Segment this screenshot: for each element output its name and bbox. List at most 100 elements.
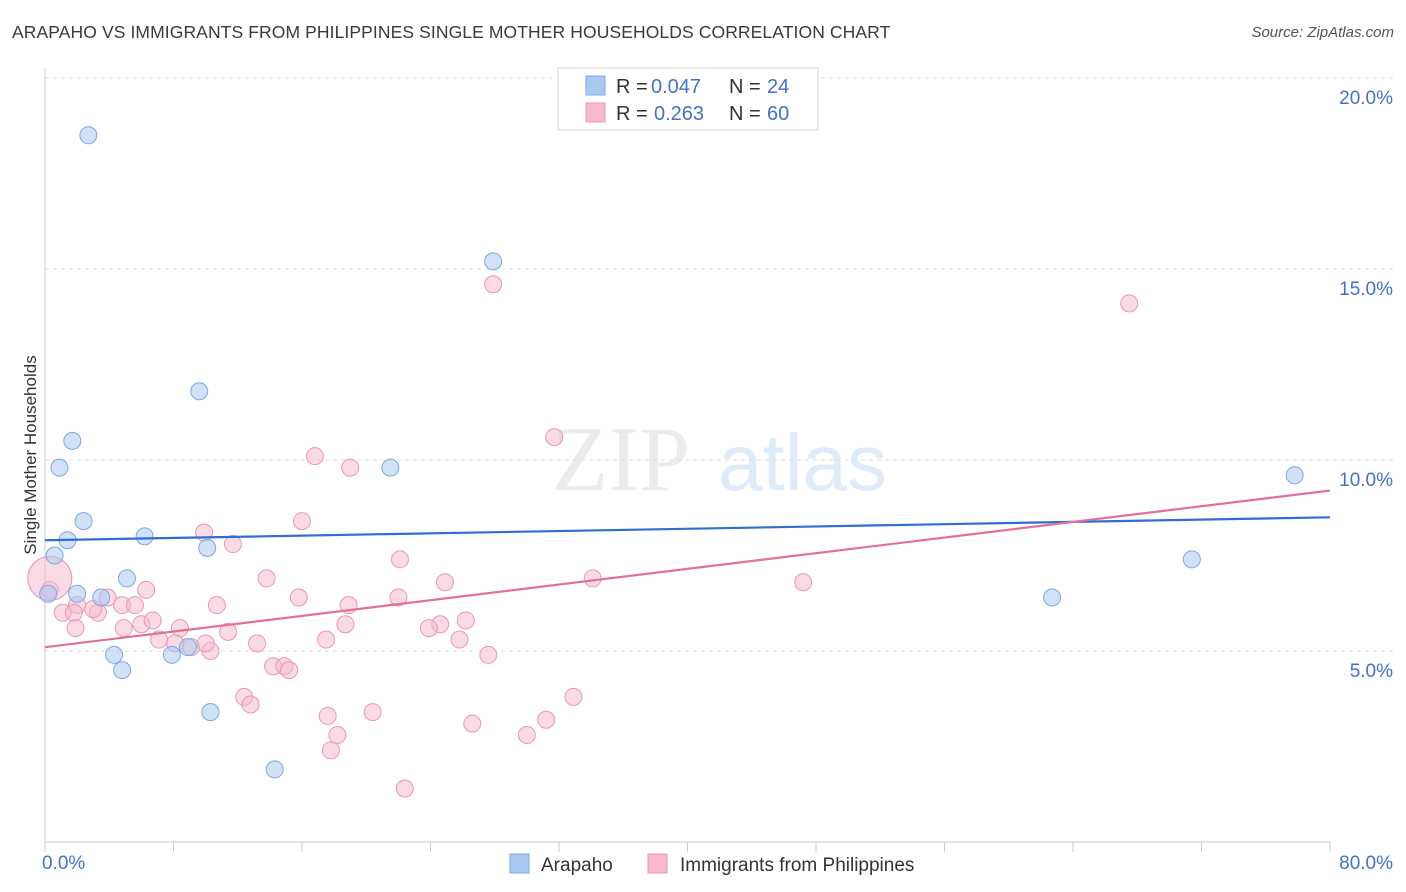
philippines-point (456, 611, 475, 630)
bottom-legend-label-arapaho: Arapaho (541, 855, 613, 876)
philippines-point (289, 588, 308, 607)
arapaho-point (265, 760, 284, 779)
arapaho-point (1285, 466, 1304, 485)
philippines-point (305, 447, 324, 466)
arapaho-point (68, 584, 87, 603)
trend-line-arapaho (44, 516, 1331, 542)
legend-n-value-arapaho: 24 (767, 76, 789, 98)
watermark-atlas: atlas (718, 418, 887, 507)
legend-r-value-arapaho: 0.047 (651, 76, 701, 98)
arapaho-point (63, 431, 82, 450)
arapaho-point (117, 569, 136, 588)
legend-r-label-arapaho: R = (616, 76, 648, 98)
philippines-point (419, 619, 438, 638)
arapaho-point (45, 546, 64, 565)
philippines-point (794, 573, 813, 592)
philippines-point (564, 687, 583, 706)
arapaho-point (135, 527, 154, 546)
philippines-point (143, 611, 162, 630)
philippines-point (241, 695, 260, 714)
philippines-point (390, 550, 409, 569)
legend-r-value-philippines: 0.263 (654, 103, 704, 125)
series-philippines (27, 275, 1139, 798)
bottom-legend-swatch-arapaho (509, 853, 530, 874)
philippines-point (517, 726, 536, 745)
arapaho-point (50, 458, 69, 477)
philippines-point (114, 619, 133, 638)
series-legend: Arapaho Immigrants from Philippines (509, 853, 914, 876)
philippines-point (318, 706, 337, 725)
philippines-point (280, 661, 299, 680)
philippines-point (257, 569, 276, 588)
philippines-point (223, 535, 242, 554)
philippines-point (484, 275, 503, 294)
philippines-point (341, 458, 360, 477)
philippines-point (170, 619, 189, 638)
arapaho-point (1182, 550, 1201, 569)
arapaho-point (79, 126, 98, 145)
legend-n-value-philippines: 60 (767, 103, 789, 125)
philippines-point (219, 622, 238, 641)
philippines-point (545, 428, 564, 447)
arapaho-point (201, 703, 220, 722)
y-axis-label: Single Mother Households (21, 355, 40, 554)
philippines-point (196, 634, 215, 653)
philippines-point (583, 569, 602, 588)
philippines-point (363, 703, 382, 722)
philippines-point (293, 512, 311, 531)
philippines-point (125, 596, 144, 615)
philippines-point (321, 741, 340, 760)
watermark-zip: ZIP (552, 408, 690, 510)
bottom-legend-label-philippines: Immigrants from Philippines (680, 855, 914, 876)
philippines-point (450, 630, 469, 649)
y-tick-label: 15.0% (1339, 279, 1393, 300)
arapaho-point (74, 512, 93, 531)
philippines-point (479, 645, 498, 664)
philippines-point (328, 726, 347, 745)
legend-n-label-arapaho: N = (729, 76, 761, 98)
philippines-point (66, 619, 85, 638)
arapaho-point (381, 458, 400, 477)
arapaho-point (178, 638, 197, 657)
y-tick-labels: 5.0% 10.0% 15.0% 20.0% (1339, 88, 1393, 682)
philippines-point (137, 580, 156, 599)
legend-swatch-philippines (585, 102, 606, 123)
arapaho-point (39, 584, 58, 603)
trend-line-philippines (44, 489, 1331, 649)
legend-n-label-philippines: N = (729, 103, 761, 125)
philippines-point (537, 710, 556, 729)
philippines-point (207, 596, 226, 615)
philippines-point (463, 714, 482, 733)
series-arapaho (39, 126, 1304, 779)
watermark: ZIP atlas (552, 408, 887, 510)
arapaho-point (92, 588, 111, 607)
x-tick-label-max: 80.0% (1339, 853, 1393, 874)
philippines-point (64, 603, 83, 622)
arapaho-point (198, 538, 217, 557)
axes (44, 68, 1331, 852)
y-tick-label: 10.0% (1339, 470, 1393, 491)
bottom-legend-swatch-philippines (647, 853, 668, 874)
y-tick-label: 20.0% (1339, 88, 1393, 109)
y-tick-label: 5.0% (1350, 661, 1393, 682)
source-label: Source: ZipAtlas.com (1251, 24, 1394, 41)
arapaho-point (190, 382, 209, 401)
x-tick-label-min: 0.0% (42, 853, 85, 874)
chart-title: ARAPAHO VS IMMIGRANTS FROM PHILIPPINES S… (12, 22, 891, 42)
philippines-point (248, 634, 267, 653)
arapaho-point (162, 645, 181, 664)
legend-r-label-philippines: R = (616, 103, 648, 125)
arapaho-point (484, 252, 503, 271)
legend-swatch-arapaho (585, 75, 606, 96)
philippines-point (395, 779, 414, 798)
arapaho-point (113, 661, 132, 680)
philippines-point (317, 630, 336, 649)
philippines-point (389, 588, 408, 607)
trend-lines (44, 489, 1331, 649)
philippines-point (1120, 294, 1139, 313)
stats-legend: R = 0.047 N = 24 R = 0.263 N = 60 (557, 67, 819, 131)
philippines-point (336, 615, 355, 634)
arapaho-point (105, 645, 124, 664)
philippines-point (435, 573, 454, 592)
